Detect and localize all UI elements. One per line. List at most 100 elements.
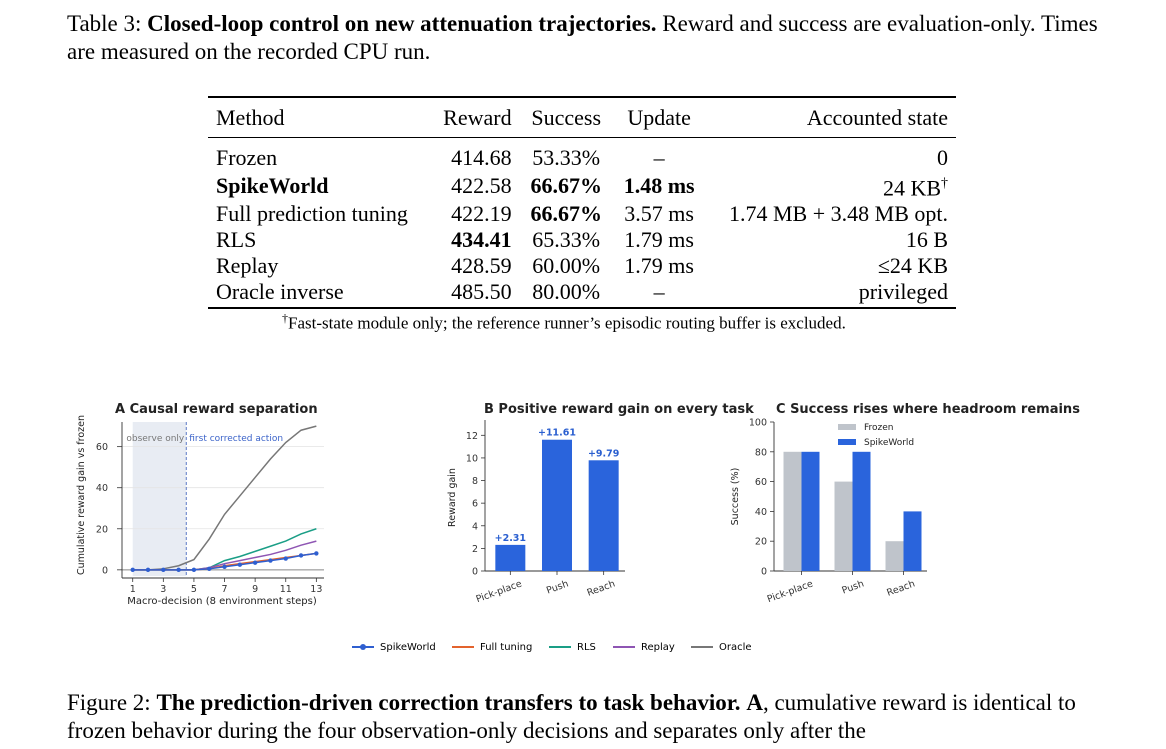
table-row: RLS 434.41 65.33% 1.79 ms 16 B — [208, 227, 956, 253]
cell-update: 1.79 ms — [624, 227, 694, 253]
table-row: Frozen 414.68 53.33% – 0 — [208, 138, 956, 172]
cell-state: 0 — [937, 145, 948, 170]
legend-label: Full tuning — [480, 641, 533, 653]
cell-state: 1.74 MB + 3.48 MB opt. — [729, 201, 948, 227]
x-tick-label: 7 — [222, 584, 228, 595]
x-tick-label: 3 — [160, 584, 166, 595]
bar-reach — [588, 460, 619, 571]
data-point — [130, 567, 135, 573]
data-point — [237, 562, 243, 567]
chart-panel-b: B Positive reward gain on every task 0 2 4 6… — [440, 398, 770, 610]
cell-success: 66.67% — [530, 201, 602, 227]
legend-label-spikeworld: SpikeWorld — [864, 438, 914, 448]
cell-method: Replay — [216, 253, 279, 279]
cell-success: 65.33% — [532, 227, 601, 253]
x-tick-label: 9 — [252, 584, 258, 595]
cell-method: Full prediction tuning — [216, 201, 408, 227]
x-tick-label: Pick-place — [766, 578, 815, 605]
cell-state: 24 KB† — [705, 171, 956, 201]
x-axis-label: Macro-decision (8 environment steps) — [127, 596, 317, 607]
data-point — [161, 567, 166, 573]
table-row: SpikeWorld 422.58 66.67% 1.48 ms 24 KB† — [208, 171, 956, 201]
y-tick-label: 4 — [472, 521, 478, 532]
legend-item-spikeworld: SpikeWorld — [352, 638, 436, 656]
cell-update: 1.48 ms — [623, 173, 695, 199]
cell-method: Oracle inverse — [216, 279, 344, 305]
footnote-text: Fast-state module only; the reference ru… — [288, 313, 846, 333]
chart-title: A Causal reward separation — [115, 402, 318, 417]
data-point — [176, 567, 181, 573]
cell-reward: 414.68 — [451, 145, 512, 170]
legend-item-rls: RLS — [549, 638, 596, 656]
bar-chart-success: C Success rises where headroom remains 0 2… — [730, 402, 1080, 605]
cell-state: privileged — [858, 279, 948, 305]
x-tick-label: Push — [841, 578, 866, 596]
table-row: Replay 428.59 60.00% 1.79 ms ≤24 KB — [208, 253, 956, 279]
bar-pick-place — [495, 544, 526, 571]
y-tick-label: 8 — [472, 476, 478, 487]
figure-caption: Figure 2: The prediction-driven correcti… — [67, 689, 1127, 745]
legend-swatch-spikeworld — [838, 439, 856, 445]
results-table: Method Reward Success Update Accounted s… — [208, 96, 956, 309]
y-tick-label: 40 — [96, 483, 108, 494]
bar-spikeworld-pick-place — [801, 451, 820, 571]
table-footnote: †Fast-state module only; the reference r… — [282, 311, 846, 334]
y-tick-label: 40 — [755, 507, 767, 518]
x-tick-label: 13 — [310, 584, 322, 595]
y-tick-label: 100 — [749, 418, 767, 429]
x-tick-label: Push — [545, 578, 570, 596]
bar-push — [542, 439, 572, 571]
cell-success: 53.33% — [532, 145, 601, 170]
cell-success: 80.00% — [532, 279, 601, 305]
legend-item-replay: Replay — [613, 638, 675, 656]
cell-reward: 485.50 — [451, 279, 512, 305]
data-point — [314, 551, 319, 556]
x-tick-label: Pick-place — [475, 578, 524, 605]
cell-reward: 422.19 — [451, 201, 512, 227]
legend-label: RLS — [577, 641, 596, 653]
chart-panel-a: A Causal reward separation 0 20 40 60 1 3 5 7 9 11… — [72, 398, 342, 610]
cell-success: 60.00% — [532, 253, 601, 279]
cell-method: Frozen — [216, 145, 278, 170]
bar-frozen-pick-place — [783, 451, 802, 571]
data-point — [222, 564, 227, 569]
table-caption-label: Table 3: — [67, 11, 142, 36]
data-point — [252, 560, 258, 565]
table-row: Oracle inverse 485.50 80.00% – privilege… — [208, 279, 956, 308]
table-caption: Table 3: Closed-loop control on new atte… — [67, 10, 1107, 66]
figure-caption-label: Figure 2: — [67, 690, 151, 715]
header-reward: Reward — [443, 105, 512, 130]
legend-swatch — [452, 646, 474, 648]
figure-legend: SpikeWorld Full tuning RLS Replay Oracle — [352, 638, 772, 656]
cell-update: 3.57 ms — [624, 201, 694, 227]
y-tick-label: 0 — [472, 567, 478, 578]
x-tick-label: Reach — [586, 578, 617, 598]
bar-frozen-reach — [885, 541, 904, 571]
table-row: Full prediction tuning 422.19 66.67% 3.5… — [208, 201, 956, 227]
data-point — [145, 567, 151, 573]
y-tick-label: 0 — [761, 567, 767, 578]
figure-caption-text: , cumulative reward is identical to froz… — [67, 690, 1076, 743]
legend-label: Oracle — [719, 641, 752, 653]
data-label: +11.61 — [538, 428, 576, 439]
bar-spikeworld-push — [852, 451, 871, 571]
x-tick-label: 11 — [280, 584, 292, 595]
bar-chart-reward-gain: B Positive reward gain on every task 0 2 4 6… — [447, 402, 754, 605]
footnote-mark: † — [282, 311, 288, 325]
header-state: Accounted state — [806, 105, 948, 130]
y-tick-label: 6 — [472, 499, 478, 510]
data-point — [298, 553, 304, 558]
y-tick-label: 12 — [466, 431, 478, 442]
cell-update: – — [653, 145, 665, 170]
legend-label: SpikeWorld — [380, 641, 436, 653]
cell-state-value: 24 KB — [882, 175, 941, 201]
cell-success: 66.67% — [530, 173, 602, 199]
cell-update: – — [653, 279, 665, 305]
cell-method: RLS — [216, 227, 257, 253]
legend-item-full-tuning: Full tuning — [452, 638, 532, 656]
first-corrected-action-label: first corrected action — [189, 434, 283, 444]
y-tick-label: 2 — [472, 544, 478, 555]
legend-label: Replay — [641, 641, 675, 653]
cell-update: 1.79 ms — [624, 253, 694, 279]
